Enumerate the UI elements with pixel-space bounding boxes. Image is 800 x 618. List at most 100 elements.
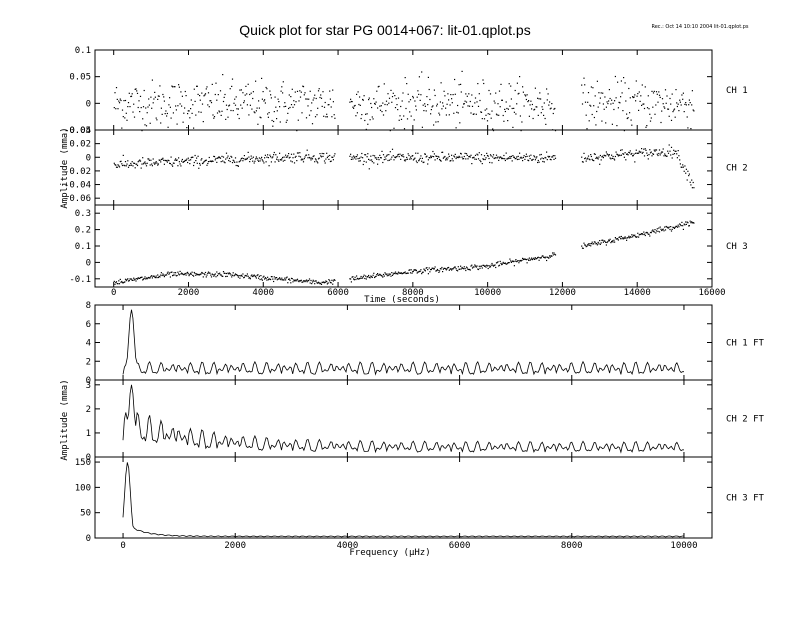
data-point xyxy=(244,159,246,161)
data-point xyxy=(457,270,459,272)
data-point xyxy=(620,238,622,240)
data-point xyxy=(531,259,533,261)
data-point xyxy=(435,270,437,272)
data-point xyxy=(388,154,390,156)
data-point xyxy=(282,160,284,162)
data-point xyxy=(436,105,438,107)
data-point xyxy=(316,114,318,116)
data-point xyxy=(692,181,694,184)
data-point xyxy=(268,278,270,280)
data-point xyxy=(281,158,283,160)
data-point xyxy=(515,113,517,115)
data-point xyxy=(441,151,443,153)
data-point xyxy=(259,160,261,162)
data-point xyxy=(240,89,242,91)
data-point xyxy=(219,272,221,274)
data-point xyxy=(430,113,432,115)
data-point xyxy=(167,126,169,128)
data-point xyxy=(128,164,130,167)
data-point xyxy=(152,102,154,104)
y-tick-label: -0.02 xyxy=(64,167,91,177)
panel-frame xyxy=(94,129,713,206)
data-point xyxy=(185,274,187,276)
data-point xyxy=(497,103,499,105)
data-point xyxy=(497,261,499,263)
data-point xyxy=(587,92,590,94)
data-point xyxy=(667,108,669,110)
data-point xyxy=(190,272,192,274)
data-point xyxy=(349,278,351,280)
data-point xyxy=(175,272,177,274)
data-point xyxy=(243,100,245,102)
data-point xyxy=(692,109,694,111)
data-point xyxy=(301,158,303,160)
data-point xyxy=(169,106,171,108)
data-point xyxy=(649,152,652,154)
data-point xyxy=(387,159,389,162)
data-point xyxy=(192,104,194,106)
data-point xyxy=(617,238,619,240)
data-point xyxy=(482,264,484,266)
y-tick-label: -0.06 xyxy=(64,194,91,204)
data-point xyxy=(350,98,352,100)
data-point xyxy=(359,277,361,279)
data-point xyxy=(584,157,587,159)
data-point xyxy=(314,283,316,285)
data-point xyxy=(684,165,686,167)
data-point xyxy=(237,108,239,110)
data-point xyxy=(554,157,557,159)
data-point xyxy=(655,149,658,151)
data-point xyxy=(329,280,331,282)
data-point xyxy=(213,155,215,157)
data-point xyxy=(235,96,237,98)
data-point xyxy=(666,95,668,97)
data-point xyxy=(629,152,631,154)
data-point xyxy=(114,164,116,166)
data-point xyxy=(332,156,334,158)
data-point xyxy=(128,280,130,282)
data-point xyxy=(600,159,602,161)
data-point xyxy=(237,275,239,277)
data-point xyxy=(409,158,411,160)
data-point xyxy=(462,267,464,269)
data-point xyxy=(407,153,409,155)
data-point xyxy=(507,108,509,110)
data-point xyxy=(368,97,370,99)
data-point xyxy=(465,158,467,160)
data-point xyxy=(225,118,227,120)
data-point xyxy=(295,155,297,157)
data-point xyxy=(305,98,307,100)
data-point xyxy=(299,280,301,282)
data-point xyxy=(382,114,385,116)
data-point xyxy=(633,235,635,237)
data-point xyxy=(182,273,184,275)
data-point xyxy=(422,271,424,273)
data-point xyxy=(356,154,358,156)
data-point xyxy=(125,112,127,114)
data-point xyxy=(463,103,465,105)
data-point xyxy=(142,278,145,280)
data-point xyxy=(145,125,148,127)
data-point xyxy=(392,273,394,275)
data-point xyxy=(617,81,619,83)
data-point xyxy=(616,238,618,240)
data-point xyxy=(220,274,222,276)
data-point xyxy=(454,266,456,268)
data-point xyxy=(614,237,616,239)
data-point xyxy=(686,179,688,181)
data-point xyxy=(273,276,275,278)
data-point xyxy=(216,275,219,277)
data-point xyxy=(398,272,400,274)
data-point xyxy=(635,80,637,82)
data-point xyxy=(611,123,613,125)
data-point xyxy=(194,100,196,102)
data-point xyxy=(448,155,450,157)
data-point xyxy=(605,244,607,246)
data-point xyxy=(267,113,269,115)
data-point xyxy=(249,93,251,96)
data-point xyxy=(665,155,667,157)
data-point xyxy=(118,166,121,168)
data-point xyxy=(491,262,493,265)
data-point xyxy=(615,151,617,153)
data-point xyxy=(332,159,334,161)
